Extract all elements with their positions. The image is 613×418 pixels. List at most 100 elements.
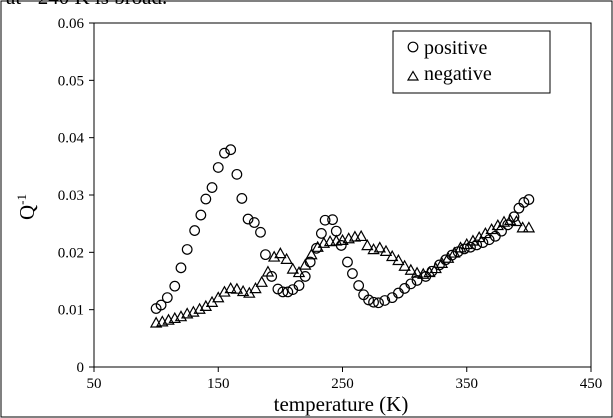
x-axis: 50 150 250 350 450	[87, 367, 603, 392]
point-positive	[315, 228, 327, 239]
point-negative	[305, 248, 318, 260]
point-negative	[404, 263, 418, 275]
y-tick-label: 0	[77, 360, 85, 376]
point-negative	[261, 265, 275, 277]
series-layer	[149, 144, 536, 328]
point-negative	[212, 291, 225, 303]
point-positive	[231, 168, 243, 180]
point-positive	[368, 296, 379, 308]
point-negative	[510, 214, 523, 227]
point-negative	[504, 213, 517, 225]
point-positive	[353, 280, 365, 291]
point-positive	[181, 244, 193, 255]
y-tick-label: 0.02	[58, 245, 84, 261]
point-negative	[466, 234, 480, 246]
point-positive	[523, 194, 535, 205]
point-positive	[293, 280, 305, 291]
point-positive	[327, 214, 338, 226]
point-positive	[248, 217, 260, 228]
point-negative	[379, 244, 393, 256]
point-positive	[161, 292, 173, 304]
point-positive	[155, 299, 167, 311]
point-positive	[277, 286, 289, 298]
y-axis-label-base: Q	[15, 205, 39, 220]
point-negative	[280, 252, 293, 264]
point-negative	[255, 275, 268, 287]
point-negative	[361, 239, 374, 251]
point-negative	[516, 221, 529, 233]
point-positive	[212, 162, 224, 173]
point-negative	[472, 230, 486, 243]
point-negative	[460, 237, 473, 250]
point-positive	[411, 275, 423, 286]
point-negative	[398, 259, 411, 271]
point-positive	[225, 144, 237, 156]
x-tick-label: 450	[580, 376, 603, 392]
point-negative	[354, 229, 368, 242]
point-positive	[175, 262, 187, 274]
point-positive	[189, 225, 201, 236]
point-positive	[405, 278, 417, 290]
y-tick-label: 0.04	[58, 131, 85, 147]
point-positive	[260, 249, 271, 261]
point-negative	[423, 265, 436, 278]
point-positive	[206, 182, 218, 193]
y-axis-label: Q-1	[14, 194, 39, 220]
point-negative	[330, 234, 343, 246]
legend-label-negative: negative	[424, 63, 492, 85]
point-negative	[236, 284, 250, 297]
point-positive	[200, 193, 212, 205]
x-axis-label: temperature (K)	[274, 392, 409, 416]
point-negative	[199, 299, 213, 311]
point-negative	[373, 241, 386, 253]
x-tick-label: 250	[331, 376, 354, 392]
point-positive	[304, 256, 316, 268]
x-tick-label: 350	[456, 376, 479, 392]
series-negative	[149, 213, 536, 328]
caption-fragment: at ~240 K is broad.	[6, 0, 167, 10]
point-positive	[379, 295, 391, 306]
legend-label-positive: positive	[424, 37, 487, 59]
y-tick-label: 0.06	[58, 16, 85, 32]
point-positive	[319, 214, 331, 226]
point-negative	[267, 250, 281, 262]
point-negative	[491, 218, 505, 231]
point-positive	[465, 241, 476, 253]
point-negative	[274, 247, 287, 259]
y-tick-label: 0.01	[58, 303, 84, 319]
y-tick-label: 0.03	[58, 188, 84, 204]
point-negative	[485, 222, 498, 235]
point-positive	[219, 147, 230, 159]
point-positive	[363, 294, 374, 306]
point-negative	[348, 230, 362, 242]
point-positive	[282, 286, 294, 298]
y-axis: 0 0.01 0.02 0.03 0.04 0.05 0.06	[58, 16, 94, 376]
point-negative	[311, 240, 324, 252]
point-positive	[236, 193, 248, 204]
point-negative	[299, 258, 312, 270]
point-positive	[169, 280, 181, 292]
point-negative	[230, 282, 244, 294]
point-positive	[347, 268, 358, 279]
point-negative	[392, 253, 405, 266]
point-positive	[195, 209, 207, 221]
legend-marker-negative	[406, 70, 420, 81]
point-positive	[342, 256, 353, 268]
point-negative	[522, 221, 536, 233]
y-axis-label-superscript: -1	[14, 194, 29, 205]
legend-marker-positive	[407, 41, 419, 53]
x-tick-label: 150	[207, 376, 230, 392]
point-negative	[323, 235, 337, 247]
legend-box	[392, 30, 551, 94]
point-negative	[292, 265, 306, 278]
point-positive	[242, 213, 254, 225]
point-negative	[479, 226, 492, 239]
point-negative	[218, 285, 231, 297]
point-positive	[373, 297, 384, 309]
x-tick-label: 50	[87, 376, 102, 392]
point-negative	[224, 282, 237, 294]
point-negative	[286, 262, 300, 274]
point-negative	[454, 241, 467, 253]
